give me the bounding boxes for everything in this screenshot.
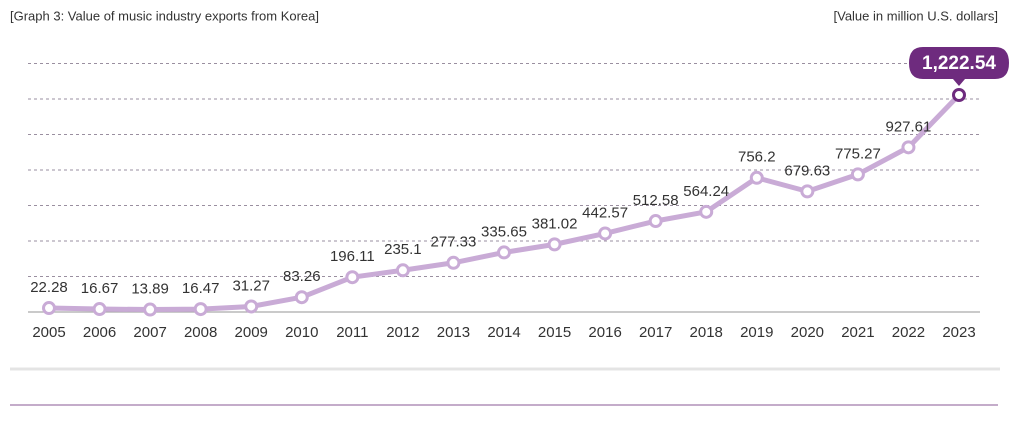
value-label: 927.61 [885,118,931,135]
chart-title: [Graph 3: Value of music industry export… [10,8,319,23]
point [952,87,966,102]
point [901,140,916,155]
value-label: 13.89 [131,281,169,298]
point [699,204,714,219]
point [446,255,461,270]
value-label: 679.63 [784,162,830,179]
value-label: 335.65 [481,223,527,240]
value-label: 564.24 [683,183,729,200]
value-label: 196.11 [330,248,375,265]
value-label: 512.58 [633,192,679,209]
value-label: 31.27 [232,277,270,294]
x-tick-label: 2023 [942,324,975,341]
x-tick-label: 2018 [690,324,723,341]
point [193,302,208,317]
point [648,214,663,229]
point [92,302,107,317]
point [749,170,764,185]
value-label: 1,222.54 [922,53,996,74]
value-label: 756.2 [738,149,776,166]
x-tick-label: 2015 [538,324,571,341]
point [497,245,511,260]
x-tick-label: 2017 [639,324,672,341]
point [42,301,56,316]
value-label: 16.47 [182,280,220,297]
point [395,263,410,278]
point [294,290,309,305]
value-label: 16.67 [81,280,119,297]
point [547,237,562,252]
point [143,302,158,317]
x-tick-label: 2008 [184,324,217,341]
callout [909,46,1009,86]
x-tick-label: 2020 [791,324,824,341]
value-label: 235.1 [384,241,422,258]
x-tick-label: 2022 [892,324,925,341]
point [244,299,259,314]
x-tick-label: 2014 [487,324,520,341]
value-label: 442.57 [582,204,628,221]
value-label: 775.27 [835,145,881,162]
unit-label: [Value in million U.S. dollars] [834,8,999,23]
line [48,93,961,313]
value-label: 277.33 [430,234,476,251]
point [800,184,815,199]
value-label: 381.02 [532,215,578,232]
point [850,167,865,182]
x-tick-label: 2012 [386,324,419,341]
x-tick-label: 2013 [437,324,470,341]
x-tick-label: 2016 [588,324,621,341]
x-tick-label: 2009 [235,324,268,341]
x-tick-label: 2006 [83,324,116,341]
x-tick-label: 2019 [740,324,773,341]
x-tick-label: 2010 [285,324,318,341]
point [598,226,613,241]
point [345,270,360,285]
value-label: 22.28 [30,279,68,296]
x-tick-label: 2011 [336,324,368,341]
x-tick-label: 2005 [32,324,65,341]
x-tick-label: 2007 [133,324,166,341]
x-tick-label: 2021 [841,324,874,341]
value-label: 83.26 [283,268,321,285]
